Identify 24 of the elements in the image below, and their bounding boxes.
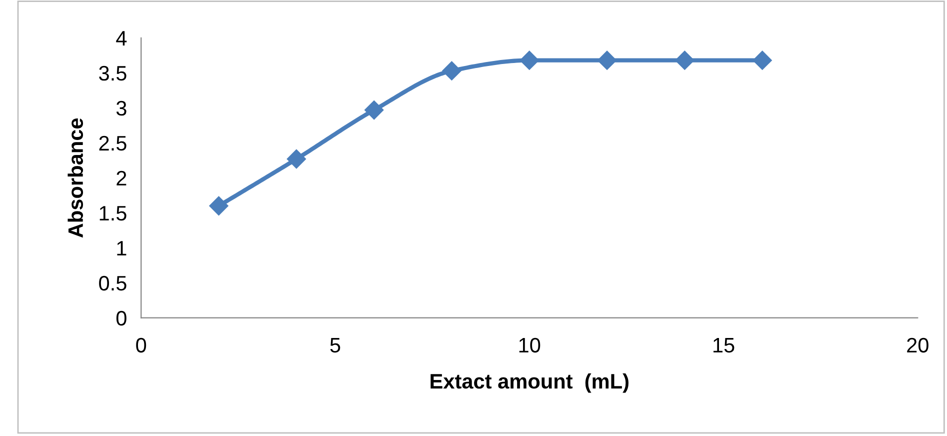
y-tick-label: 4 <box>116 31 127 46</box>
y-tick-label: 2 <box>116 170 126 186</box>
x-tick-label: 15 <box>714 338 734 353</box>
point <box>286 149 306 169</box>
point <box>597 50 617 70</box>
point <box>364 100 384 120</box>
x-axis-title: Extact amount (mL) <box>430 373 628 393</box>
x-tick-label: 20 <box>907 338 928 353</box>
y-tick-label: 2.5 <box>99 136 126 151</box>
point <box>520 50 539 70</box>
y-tick-label: 1 <box>117 241 126 256</box>
y-tick-label: 1.5 <box>100 206 126 221</box>
y-axis-title: Absorbance <box>68 118 84 238</box>
point <box>209 196 228 216</box>
point <box>752 50 772 70</box>
x-tick-label: 0 <box>136 338 146 353</box>
x-tick-label: 5 <box>330 338 340 353</box>
point <box>442 61 462 80</box>
x-tick-label: 10 <box>519 338 540 353</box>
y-tick-label: 3.5 <box>99 66 126 81</box>
y-tick-label: 0.5 <box>99 276 126 291</box>
y-tick-label: 0 <box>116 310 126 326</box>
point <box>675 50 694 70</box>
y-tick-label: 3 <box>116 100 126 116</box>
